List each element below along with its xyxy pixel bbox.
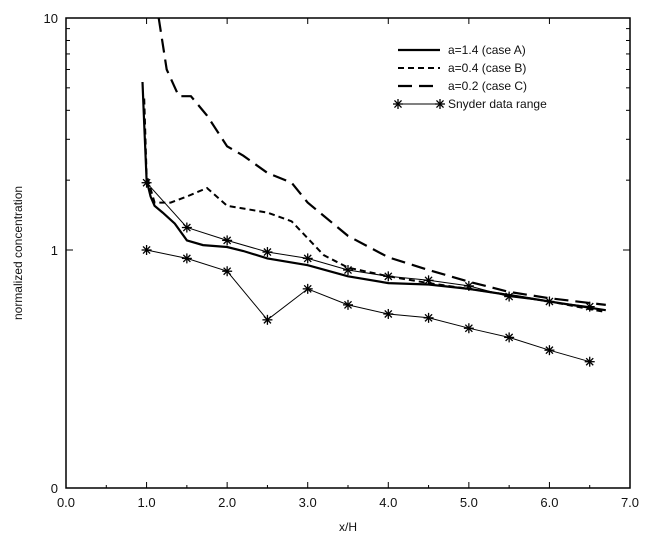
star-stroke — [344, 266, 352, 274]
data-point — [584, 356, 595, 367]
data-point — [383, 308, 394, 319]
star-stroke — [424, 313, 433, 322]
legend-item: a=0.2 (case C) — [398, 79, 527, 93]
legend-item: a=0.4 (case B) — [398, 61, 526, 75]
legend-item: a=1.4 (case A) — [398, 43, 526, 57]
legend-label: a=0.2 (case C) — [448, 79, 527, 93]
star-stroke — [142, 246, 151, 254]
series-3 — [157, 17, 606, 306]
data-point — [463, 323, 474, 334]
data-point — [343, 299, 353, 310]
star-stroke — [223, 267, 232, 276]
data-point — [181, 222, 192, 233]
data-point — [343, 264, 353, 275]
star-stroke — [303, 254, 312, 263]
data-point — [544, 345, 555, 356]
legend-item: Snyder data range — [393, 97, 547, 111]
data-point — [544, 296, 555, 307]
data-point — [222, 235, 233, 246]
data-point — [222, 266, 233, 277]
series-line — [141, 81, 606, 312]
series-4 — [141, 177, 595, 312]
data-point — [141, 177, 152, 188]
plot-frame — [65, 17, 631, 489]
data-point — [463, 280, 474, 291]
star-stroke — [585, 302, 594, 311]
y-tick-label: 10 — [44, 11, 58, 26]
star-stroke — [142, 178, 151, 187]
y-tick-label: 1 — [51, 243, 58, 258]
axis-ticks — [65, 17, 631, 489]
data-point — [181, 253, 192, 264]
star-stroke — [223, 236, 232, 245]
x-tick-label: 2.0 — [218, 495, 236, 510]
star-stroke — [384, 309, 393, 318]
x-tick-label: 6.0 — [540, 495, 558, 510]
series-line — [146, 249, 590, 363]
series-1 — [141, 81, 606, 312]
star-stroke — [436, 100, 444, 108]
x-tick-label: 4.0 — [379, 495, 397, 510]
data-point — [504, 332, 515, 343]
axis-tick-labels: 0.0 1.0 2.0 3.0 4.0 5.0 6.0 7.0 0 1 10 — [44, 11, 640, 510]
legend-marker — [435, 99, 445, 109]
star-stroke — [545, 346, 554, 355]
star-stroke — [182, 254, 191, 263]
x-tick-label: 7.0 — [621, 495, 639, 510]
star-stroke — [464, 324, 473, 333]
series-5 — [141, 245, 595, 367]
x-tick-label: 1.0 — [138, 495, 156, 510]
star-stroke — [585, 357, 594, 366]
series-line — [146, 182, 590, 308]
series-line — [143, 98, 606, 314]
data-point — [423, 275, 434, 286]
data-point — [383, 271, 394, 282]
data-point — [504, 291, 515, 302]
star-stroke — [384, 272, 393, 281]
legend-marker — [393, 99, 403, 109]
star-stroke — [394, 100, 402, 108]
x-tick-label: 3.0 — [299, 495, 317, 510]
data-point — [262, 314, 273, 325]
star-stroke — [545, 297, 554, 306]
data-point — [262, 247, 273, 258]
x-axis-title: x/H — [339, 520, 357, 534]
star-stroke — [303, 284, 312, 293]
star-stroke — [263, 315, 272, 324]
series-line — [157, 17, 606, 306]
data-point — [302, 283, 313, 294]
star-stroke — [464, 281, 473, 290]
data-point — [423, 312, 434, 323]
star-stroke — [263, 248, 272, 257]
series-layer — [141, 17, 606, 367]
star-stroke — [505, 333, 514, 342]
star-stroke — [344, 300, 352, 309]
x-tick-label: 5.0 — [460, 495, 478, 510]
series-2 — [143, 98, 606, 314]
y-tick-label: 0 — [51, 481, 58, 496]
star-stroke — [182, 223, 191, 232]
data-point — [584, 301, 595, 312]
star-stroke — [424, 276, 433, 285]
legend: a=1.4 (case A) a=0.4 (case B) a=0.2 (case … — [393, 43, 547, 111]
x-tick-label: 0.0 — [57, 495, 75, 510]
legend-label: Snyder data range — [448, 97, 547, 111]
legend-label: a=0.4 (case B) — [448, 61, 526, 75]
y-axis-title: normalized concentration — [11, 186, 25, 320]
data-point — [302, 253, 313, 264]
legend-label: a=1.4 (case A) — [448, 43, 526, 57]
data-point — [141, 245, 152, 255]
star-stroke — [505, 292, 514, 301]
